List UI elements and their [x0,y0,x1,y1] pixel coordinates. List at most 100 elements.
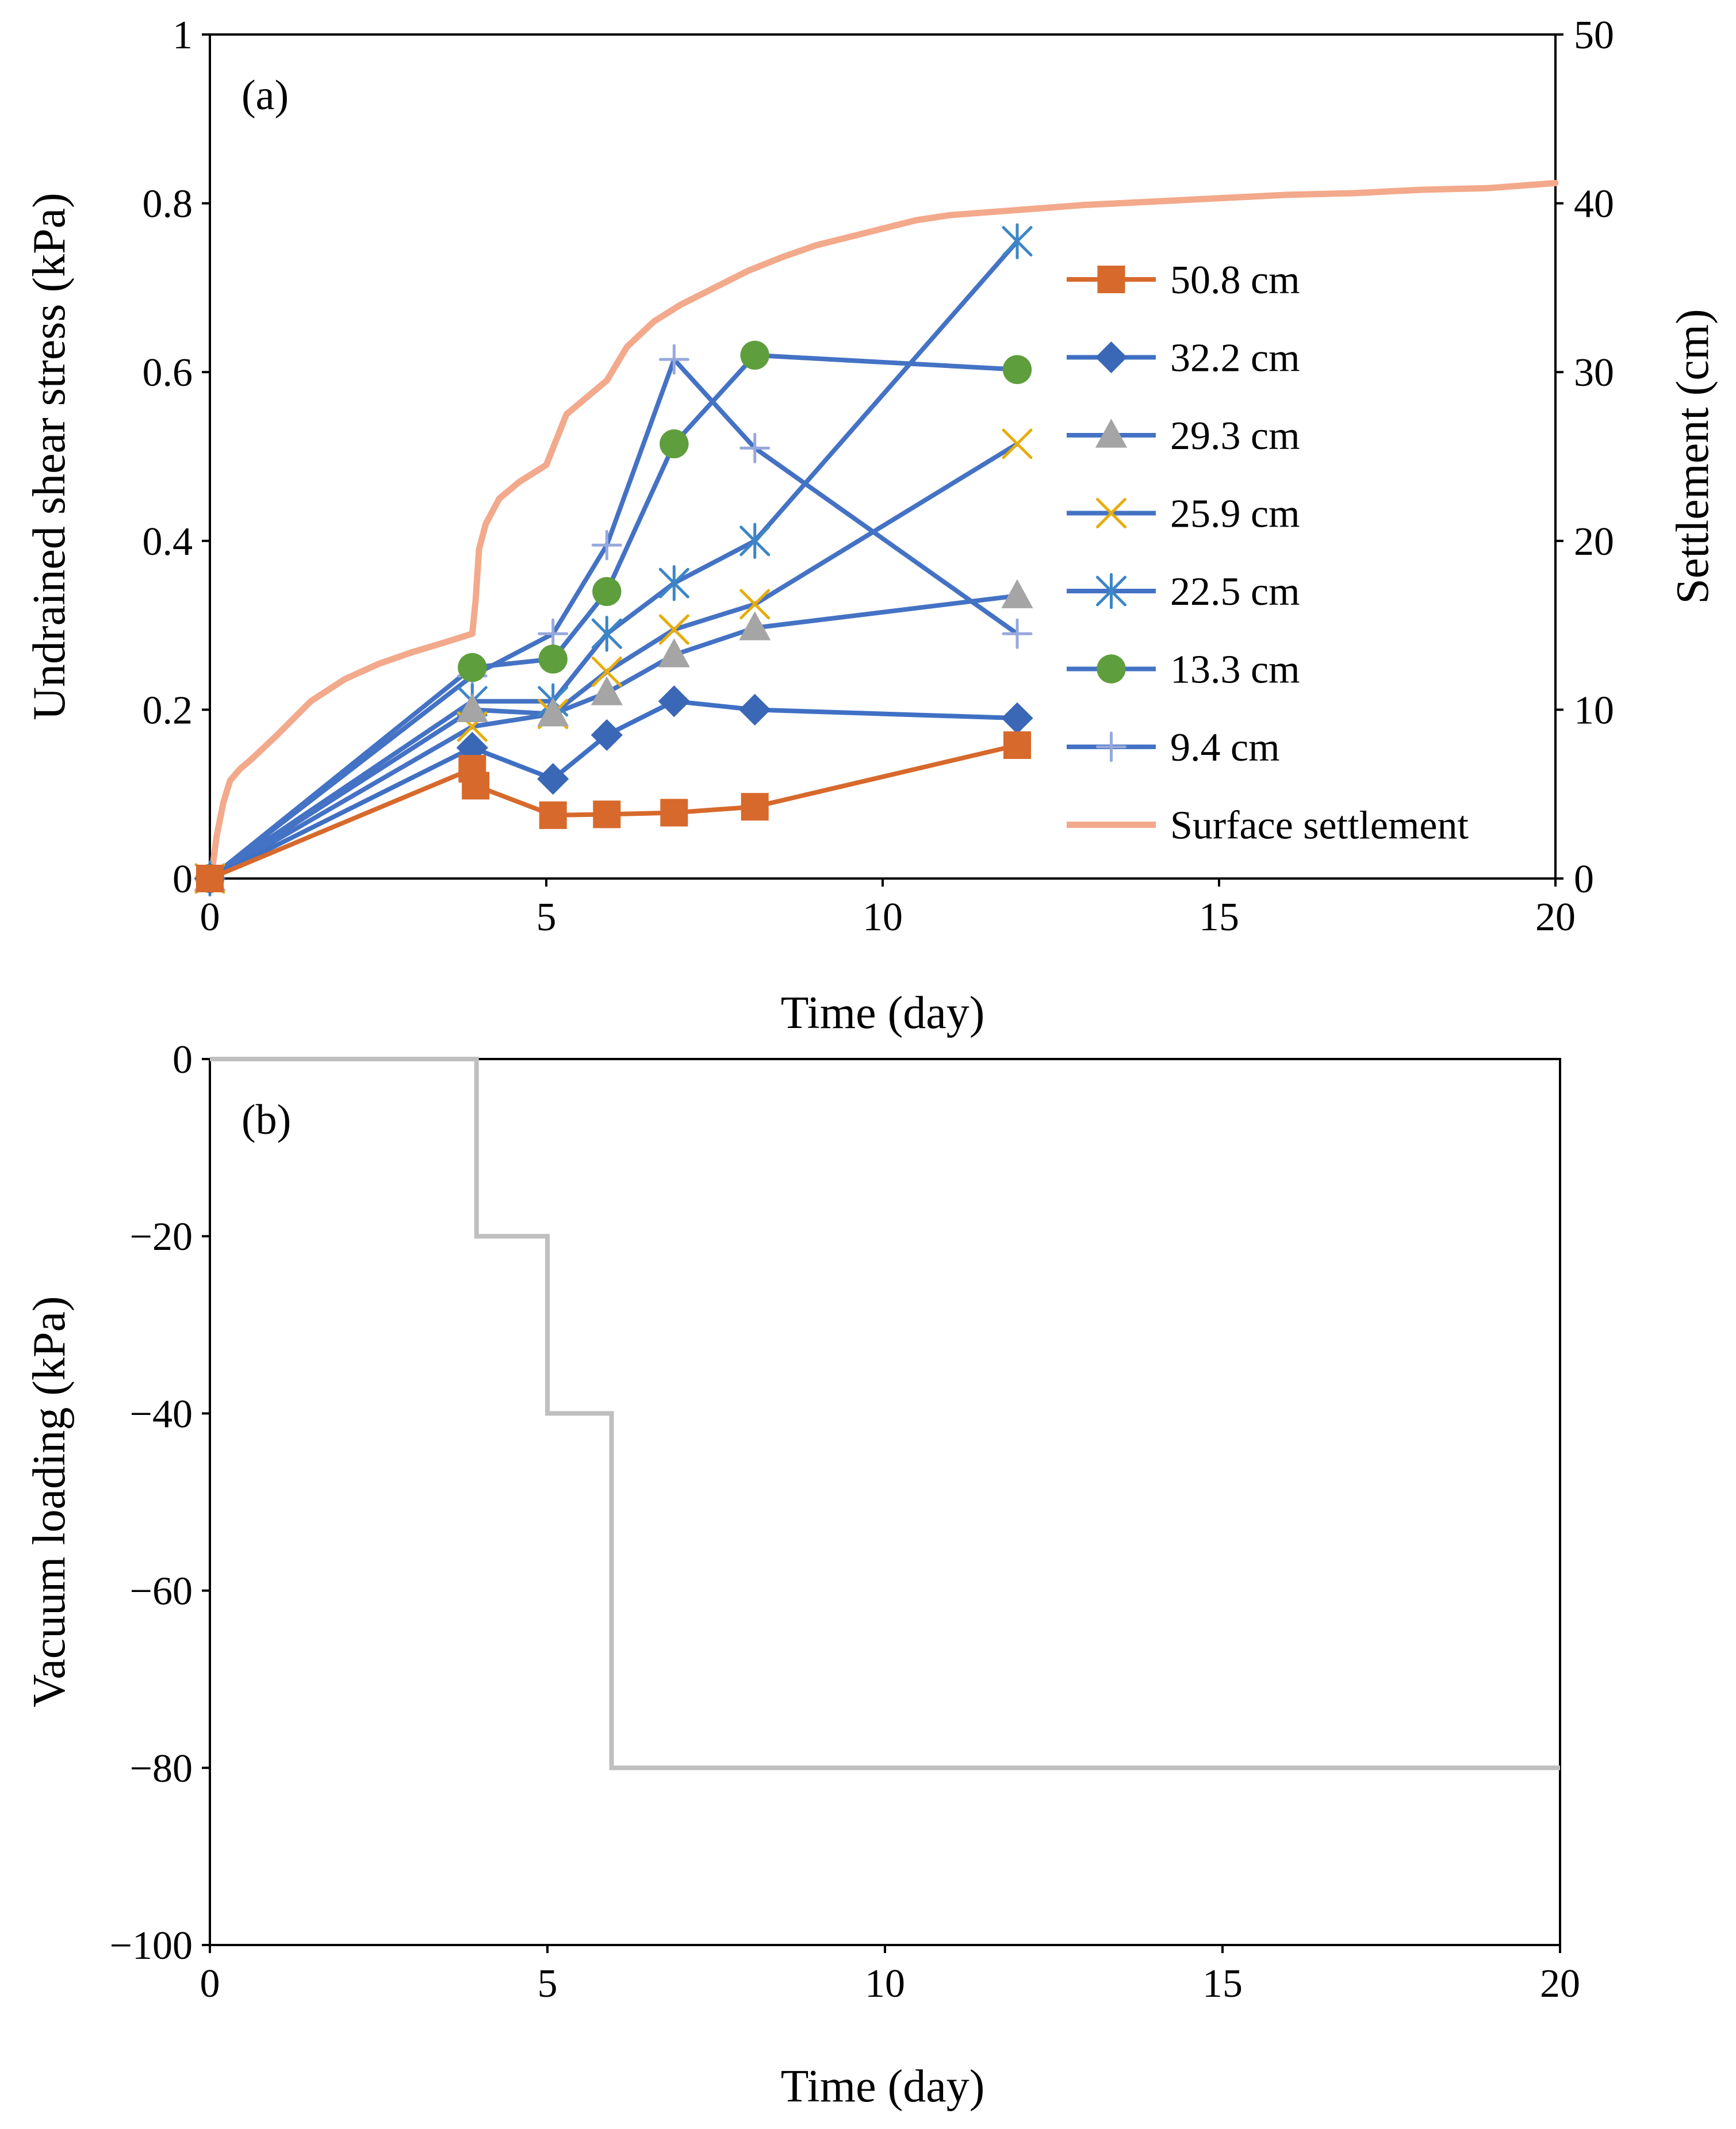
chart-a-y-tick-label: 0.4 [143,520,193,564]
chart-b-y-tick-label: −80 [130,1747,193,1791]
chart-a-y2-tick-label: 40 [1574,182,1614,227]
chart-b-x-tick-label: 15 [1202,1962,1243,2006]
chart-a-x-axis-title: Time (day) [781,988,985,1038]
chart-a-y-tick-label: 0 [173,857,193,902]
chart-a-point-0 [741,793,769,821]
chart-a-point-5 [1002,355,1032,384]
chart-a-point-6 [739,432,771,463]
chart-a-point-4 [658,565,689,601]
chart-b-panel-label: (b) [242,1096,291,1144]
chart-a-legend-marker [1095,419,1128,448]
chart-b-x-tick-label: 20 [1540,1962,1580,2006]
chart-a-y2-tick-label: 0 [1574,857,1594,902]
chart-a-y2-tick-label: 10 [1574,688,1614,732]
chart-a-panel-label: (a) [242,72,289,119]
chart-a-y2-axis-title: Settlement (cm) [1668,309,1718,604]
chart-a-point-1 [658,685,690,718]
chart-a-point-2 [739,611,771,640]
chart-a-point-0 [196,865,224,892]
chart-b-y-tick-label: −100 [110,1924,193,1968]
chart-b-y-tick-label: 0 [173,1038,193,1082]
chart-b-y-tick-label: −20 [130,1215,193,1259]
chart-b-x-tick-label: 5 [538,1962,558,2006]
chart-a-legend-label: 9.4 cm [1170,726,1280,770]
chart-b-x-axis-title: Time (day) [781,2061,985,2112]
chart-a-point-1 [591,719,623,751]
chart-b-x-tick-label: 0 [200,1962,220,2006]
chart-a-legend-marker [1096,731,1126,762]
chart-a-point-2 [537,697,569,727]
chart-b-series-layer [210,1057,1560,1770]
chart-a-y2-tick-label: 50 [1574,13,1614,57]
chart-b-plot-frame [209,1058,1561,1946]
chart-a-point-5 [660,429,689,459]
chart-a-point-5 [592,577,622,607]
chart-a-point-4 [739,523,771,559]
chart-a-y-tick-label: 1 [173,13,193,57]
chart-a-point-2 [456,693,488,722]
chart-a-point-3 [591,656,622,687]
chart-a-y-axis: 0 0.2 0.4 0.6 0.8 1 [143,13,210,902]
chart-a-series-line-surface-settlement [206,179,1559,882]
chart-a-point-6 [591,530,622,561]
chart-a-point-0 [660,799,688,827]
chart-a-point-3 [739,589,771,620]
chart-a-x-tick-label: 15 [1199,895,1239,939]
chart-b-y-axis-title: Vacuum loading (kPa) [24,1296,75,1707]
chart-a-y-tick-label: 0.6 [143,351,193,395]
chart-a-y2-tick-label: 20 [1574,520,1614,564]
chart-b-x-axis: 0 5 10 15 20 [200,1945,1580,2006]
chart-a-point-3 [1002,428,1033,459]
chart-a-x-axis: 0 5 10 15 20 [200,879,1576,939]
chart-a-point-0 [593,800,621,828]
chart-a-point-3 [658,614,689,645]
chart-b-series-line-vacuum-loading [210,1057,1560,1770]
chart-b: (b) 0 5 10 15 20 0 −20 −40 −60 −80 −100 Time (day… [24,1038,1580,2112]
chart-a-point-5 [538,645,568,674]
chart-b-y-axis: 0 −20 −40 −60 −80 −100 [110,1038,210,1968]
chart-a-point-4 [1002,223,1033,259]
chart-a: (a) 0 5 10 15 20 00.20.40.60.81 01020304050 … [24,13,1718,1038]
chart-a-y2-tick-label: 30 [1574,351,1614,395]
chart-a-legend-label: 13.3 cm [1170,648,1300,692]
chart-a-legend-marker [1097,266,1125,293]
chart-a-point-2 [658,638,690,668]
chart-a-legend-marker [1096,573,1126,609]
chart-a-point-0 [539,801,567,829]
chart-a-x-tick-label: 5 [536,895,557,939]
chart-a-point-1 [739,693,771,726]
chart-a-point-6 [658,344,689,375]
chart-a-point-0 [462,772,490,800]
chart-a-point-4 [591,615,622,652]
chart-a-series-layer [194,179,1559,897]
chart-a-legend-marker [1097,654,1126,684]
chart-a-point-2 [1001,579,1033,608]
chart-a-legend-marker [1096,498,1126,528]
chart-a-legend-marker [1095,341,1128,374]
chart-a-x-tick-label: 10 [863,895,903,939]
chart-a-legend-label: 50.8 cm [1170,258,1300,302]
chart-b-x-tick-label: 10 [865,1962,905,2006]
chart-a-legend-label: 25.9 cm [1170,492,1300,536]
chart-a-y-tick-label: 0.8 [143,182,193,227]
chart-a-x-tick-label: 20 [1535,895,1576,939]
chart-a-point-6 [1002,618,1033,649]
chart-a-legend-label: 22.5 cm [1170,570,1300,614]
chart-a-plot-frame [209,33,1557,880]
chart-a-y2-axis: 0 10 20 30 40 50 [1555,13,1614,902]
chart-b-y-tick-label: −40 [130,1392,193,1436]
chart-a-point-5 [740,340,769,370]
chart-a-point-0 [1003,731,1031,759]
chart-a-legend-label: Surface settlement [1170,804,1469,848]
chart-a-legend-label: 32.2 cm [1170,336,1300,381]
chart-a-y-tick-label: 0.2 [143,688,193,732]
chart-a-point-1 [1001,702,1033,734]
chart-a-point-5 [458,653,487,682]
chart-a-y-axis-title: Undrained shear stress (kPa) [24,193,75,720]
chart-a-x-tick-label: 0 [200,895,220,939]
chart-b-y-tick-label: −60 [130,1570,193,1614]
chart-a-point-6 [538,618,569,649]
chart-a-point-1 [537,763,569,795]
chart-a-legend: 50.8 cm 32.2 cm 29.3 cm 25.9 cm 22.5 cm 13.3 … [1067,258,1469,848]
